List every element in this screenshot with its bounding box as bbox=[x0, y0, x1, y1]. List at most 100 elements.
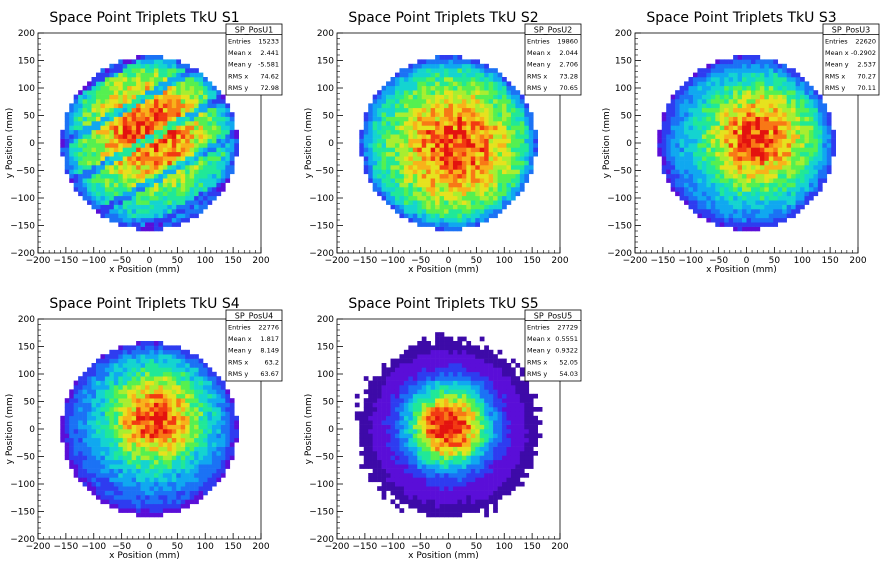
heatmap-bin bbox=[100, 108, 105, 113]
heatmap-bin bbox=[489, 178, 494, 183]
heatmap-bin bbox=[132, 398, 137, 403]
heatmap-bin bbox=[711, 156, 716, 161]
heatmap-bin bbox=[105, 407, 110, 412]
heatmap-bin bbox=[92, 447, 97, 452]
heatmap-bin bbox=[747, 209, 752, 214]
heatmap-bin bbox=[382, 196, 387, 201]
heatmap-bin bbox=[404, 174, 409, 179]
heatmap-bin bbox=[190, 81, 195, 86]
heatmap-bin bbox=[92, 169, 97, 174]
stats-row-label: RMS y bbox=[527, 84, 547, 92]
heatmap-bin bbox=[684, 174, 689, 179]
heatmap-bin bbox=[693, 134, 698, 139]
heatmap-bin bbox=[502, 90, 507, 95]
heatmap-bin bbox=[462, 187, 467, 192]
heatmap-bin bbox=[158, 205, 163, 210]
heatmap-bin bbox=[764, 130, 769, 135]
heatmap-bin bbox=[475, 121, 480, 126]
heatmap-bin bbox=[711, 209, 716, 214]
heatmap-bin bbox=[163, 169, 168, 174]
heatmap-bin bbox=[132, 200, 137, 205]
heatmap-bin bbox=[118, 482, 123, 487]
heatmap-bin bbox=[520, 183, 525, 188]
heatmap-bin bbox=[109, 442, 114, 447]
heatmap-bin bbox=[440, 218, 445, 223]
heatmap-bin bbox=[172, 473, 177, 478]
heatmap-bin bbox=[150, 187, 155, 192]
heatmap-bin bbox=[386, 152, 391, 157]
heatmap-bin bbox=[684, 121, 689, 126]
heatmap-bin bbox=[105, 385, 110, 390]
heatmap-bin bbox=[194, 183, 199, 188]
heatmap-bin bbox=[150, 394, 155, 399]
heatmap-bin bbox=[720, 86, 725, 91]
heatmap-bin bbox=[391, 147, 396, 152]
stats-row-value: 74.62 bbox=[260, 72, 279, 80]
heatmap-bin bbox=[475, 99, 480, 104]
heatmap-bin bbox=[114, 486, 119, 491]
heatmap-bin bbox=[377, 174, 382, 179]
heatmap-bin bbox=[118, 425, 123, 430]
heatmap-bin bbox=[693, 125, 698, 130]
heatmap-bin bbox=[150, 385, 155, 390]
heatmap-bin bbox=[511, 121, 516, 126]
heatmap-bin bbox=[666, 178, 671, 183]
stats-row-label: RMS y bbox=[228, 84, 248, 92]
heatmap-bin bbox=[449, 222, 454, 227]
heatmap-bin bbox=[136, 139, 141, 144]
heatmap-bin bbox=[176, 486, 181, 491]
heatmap-bin bbox=[760, 152, 765, 157]
heatmap-bin bbox=[158, 121, 163, 126]
heatmap-bin bbox=[114, 156, 119, 161]
heatmap-bin bbox=[755, 121, 760, 126]
heatmap-bin bbox=[800, 112, 805, 117]
heatmap-bin bbox=[671, 165, 676, 170]
heatmap-bin bbox=[373, 161, 378, 166]
heatmap-bin bbox=[422, 95, 427, 100]
heatmap-bin bbox=[136, 477, 141, 482]
heatmap-bin bbox=[158, 372, 163, 377]
heatmap-bin bbox=[127, 156, 132, 161]
heatmap-bin bbox=[791, 147, 796, 152]
heatmap-bin bbox=[141, 196, 146, 201]
heatmap-bin bbox=[395, 147, 400, 152]
heatmap-bin bbox=[702, 95, 707, 100]
heatmap-bin bbox=[738, 196, 743, 201]
heatmap-bin bbox=[453, 165, 458, 170]
heatmap-bin bbox=[755, 191, 760, 196]
heatmap-bin bbox=[662, 139, 667, 144]
heatmap-bin bbox=[221, 156, 226, 161]
heatmap-bin bbox=[466, 134, 471, 139]
heatmap-bin bbox=[172, 381, 177, 386]
heatmap-bin bbox=[123, 81, 128, 86]
heatmap-bin bbox=[457, 227, 462, 232]
heatmap-bin bbox=[804, 117, 809, 122]
heatmap-bin bbox=[136, 429, 141, 434]
heatmap-bin bbox=[493, 139, 498, 144]
heatmap-bin bbox=[738, 218, 743, 223]
heatmap-bin bbox=[69, 130, 74, 135]
heatmap-bin bbox=[221, 95, 226, 100]
heatmap-bin bbox=[471, 218, 476, 223]
heatmap-bin bbox=[163, 64, 168, 69]
heatmap-bin bbox=[74, 178, 79, 183]
heatmap-bin bbox=[83, 103, 88, 108]
heatmap-bin bbox=[791, 169, 796, 174]
heatmap-bin bbox=[123, 455, 128, 460]
heatmap-bin bbox=[176, 398, 181, 403]
heatmap-bin bbox=[123, 187, 128, 192]
heatmap-bin bbox=[145, 367, 150, 372]
heatmap-bin bbox=[127, 64, 132, 69]
heatmap-bin bbox=[154, 59, 159, 64]
heatmap-bin bbox=[742, 130, 747, 135]
heatmap-bin bbox=[417, 121, 422, 126]
heatmap-bin bbox=[755, 134, 760, 139]
heatmap-bin bbox=[136, 103, 141, 108]
heatmap-bin bbox=[127, 508, 132, 513]
heatmap-bin bbox=[782, 174, 787, 179]
heatmap-bin bbox=[449, 227, 454, 232]
heatmap-bin bbox=[755, 90, 760, 95]
heatmap-bin bbox=[190, 174, 195, 179]
heatmap-bin bbox=[680, 99, 685, 104]
heatmap-bin bbox=[729, 108, 734, 113]
